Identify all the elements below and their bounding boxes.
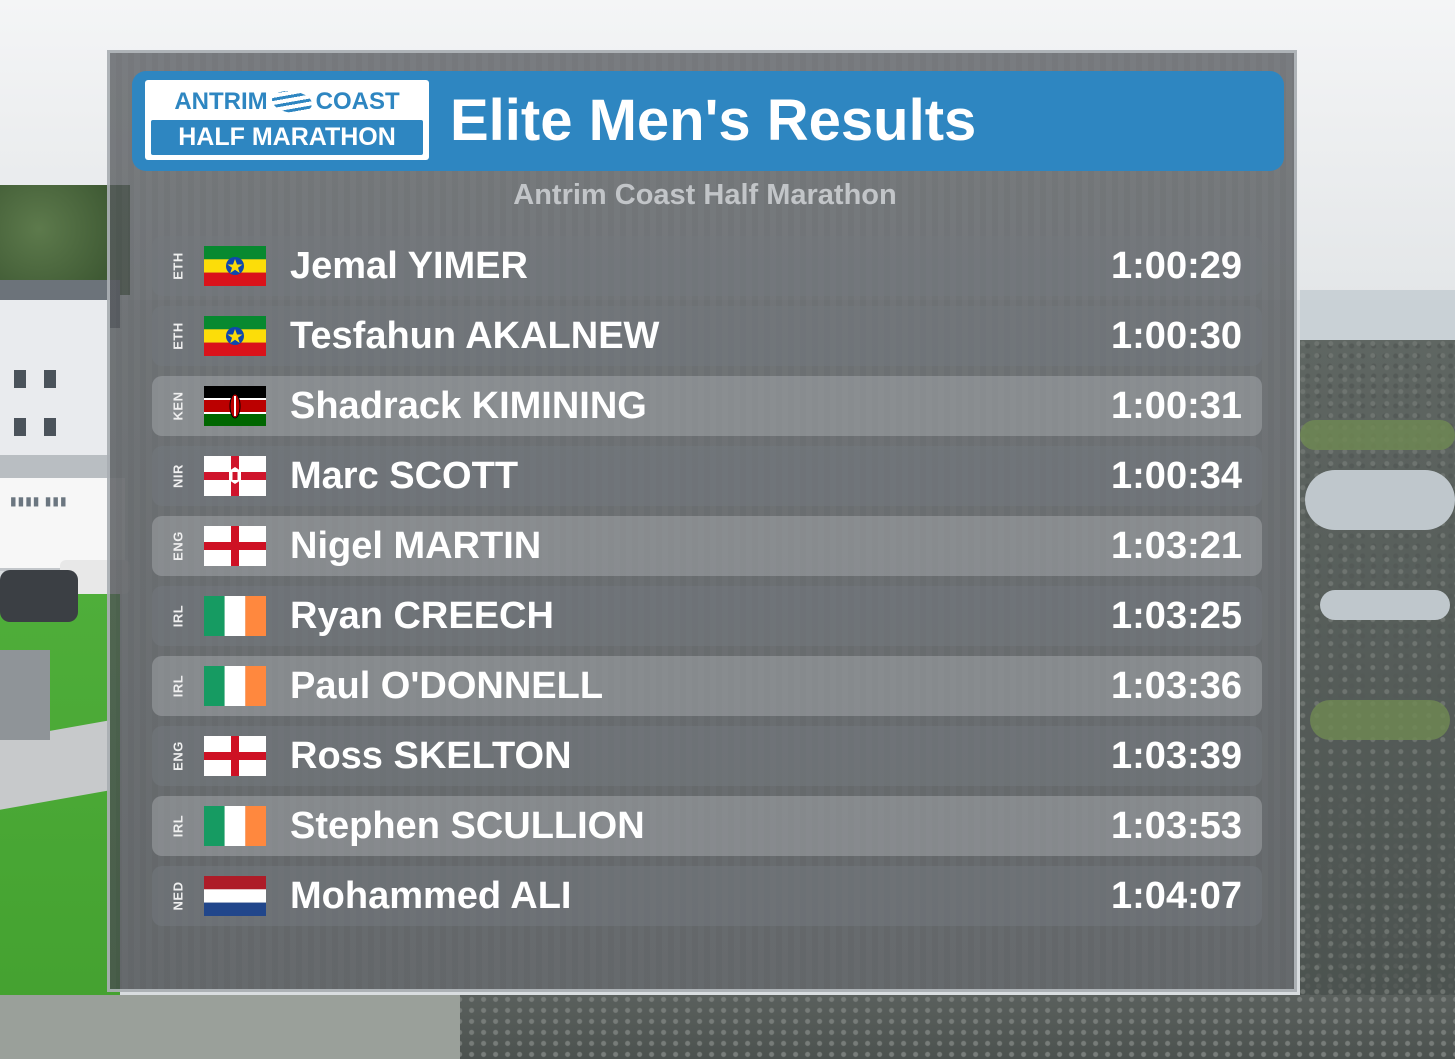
country-code: NED [170, 881, 186, 911]
result-row: IRL Stephen SCULLION 1:03:53 [152, 796, 1262, 856]
runner-name: Nigel MARTIN [290, 525, 542, 567]
header-bar: ANTRIM COAST HALF MARATHON Elite Men's R… [132, 71, 1284, 171]
ethiopia-flag-icon [204, 246, 266, 286]
ethiopia-flag-icon [204, 316, 266, 356]
country-code: ENG [170, 531, 186, 561]
logo-top-line: ANTRIM COAST [145, 86, 429, 118]
wave-icon [271, 91, 312, 113]
england-flag-icon [204, 736, 266, 776]
background-tide-pool [1320, 590, 1450, 620]
result-row: IRL Ryan CREECH 1:03:25 [152, 586, 1262, 646]
country-code: NIR [170, 464, 186, 488]
ireland-flag-icon [204, 596, 266, 636]
background-banner-mark: ▮▮▮▮ ▮▮▮ [10, 494, 68, 508]
england-flag-icon [204, 526, 266, 566]
background-statue [0, 650, 50, 740]
logo-word-coast: COAST [315, 88, 400, 115]
finish-time: 1:03:25 [1111, 595, 1242, 637]
background-window [14, 370, 26, 388]
country-code: IRL [170, 674, 186, 698]
page-title: Elite Men's Results [450, 88, 977, 153]
background-seaweed [1310, 700, 1450, 740]
runner-name: Marc SCOTT [290, 455, 519, 497]
runner-name: Tesfahun AKALNEW [290, 315, 660, 357]
background-window [44, 370, 56, 388]
runner-name: Mohammed ALI [290, 875, 572, 917]
result-row: NIR Marc SCOTT 1:00:34 [152, 446, 1262, 506]
result-row: IRL Paul O'DONNELL 1:03:36 [152, 656, 1262, 716]
country-code: ENG [170, 741, 186, 771]
event-subtitle: Antrim Coast Half Marathon [513, 179, 897, 211]
country-code: IRL [170, 814, 186, 838]
background-tide-pool [1305, 470, 1455, 530]
country-code: ETH [170, 322, 186, 350]
finish-time: 1:04:07 [1111, 875, 1242, 917]
background-window [14, 418, 26, 436]
finish-time: 1:00:30 [1111, 315, 1242, 357]
runner-name: Shadrack KIMINING [290, 385, 647, 427]
result-row: ETH Jemal YIMER 1:00:29 [152, 236, 1262, 296]
logo-bottom-line: HALF MARATHON [151, 120, 423, 155]
runner-name: Stephen SCULLION [290, 805, 645, 847]
finish-time: 1:03:39 [1111, 735, 1242, 777]
runner-name: Jemal YIMER [290, 245, 528, 287]
ireland-flag-icon [204, 806, 266, 846]
background-banner: ▮▮▮▮ ▮▮▮ [0, 478, 125, 571]
background-shore [1300, 340, 1455, 1059]
northern-ireland-flag-icon [204, 456, 266, 496]
result-row: ENG Nigel MARTIN 1:03:21 [152, 516, 1262, 576]
runner-name: Ross SKELTON [290, 735, 572, 777]
finish-time: 1:03:21 [1111, 525, 1242, 567]
background-house [0, 300, 110, 460]
finish-time: 1:00:31 [1111, 385, 1242, 427]
finish-time: 1:03:36 [1111, 665, 1242, 707]
finish-time: 1:03:53 [1111, 805, 1242, 847]
logo-word-antrim: ANTRIM [174, 88, 268, 115]
background-car [0, 570, 78, 622]
background-ground [0, 995, 460, 1059]
runner-name: Paul O'DONNELL [290, 665, 604, 707]
ireland-flag-icon [204, 666, 266, 706]
runner-name: Ryan CREECH [290, 595, 554, 637]
result-row: ENG Ross SKELTON 1:03:39 [152, 726, 1262, 786]
background-window [44, 418, 56, 436]
event-logo: ANTRIM COAST HALF MARATHON [145, 80, 429, 160]
country-code: IRL [170, 604, 186, 628]
country-code: ETH [170, 252, 186, 280]
results-list: ETH Jemal YIMER 1:00:29 ETH [152, 236, 1262, 936]
finish-time: 1:00:29 [1111, 245, 1242, 287]
result-row: NED Mohammed ALI 1:04:07 [152, 866, 1262, 926]
finish-time: 1:00:34 [1111, 455, 1242, 497]
country-code: KEN [170, 391, 186, 421]
results-board: ANTRIM COAST HALF MARATHON Elite Men's R… [107, 50, 1297, 992]
netherlands-flag-icon [204, 876, 266, 916]
kenya-flag-icon [204, 386, 266, 426]
background-seaweed [1300, 420, 1455, 450]
result-row: KEN Shadrack KIMINING 1:00:31 [152, 376, 1262, 436]
result-row: ETH Tesfahun AKALNEW 1:00:30 [152, 306, 1262, 366]
